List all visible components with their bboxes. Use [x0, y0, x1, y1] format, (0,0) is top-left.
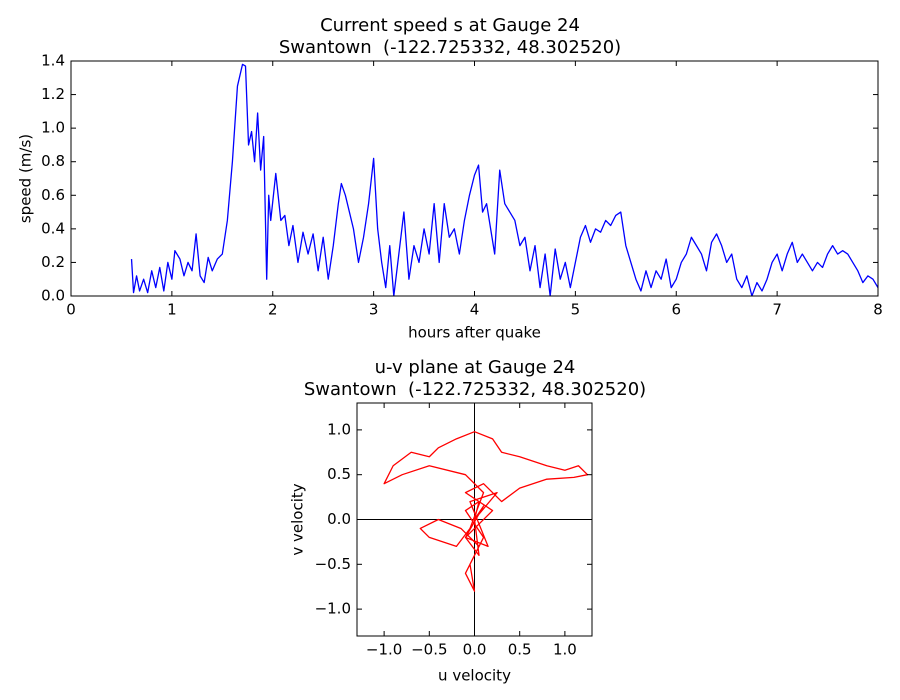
y-tick-label: 1.4	[41, 52, 65, 70]
chart-title: Current speed s at Gauge 24	[320, 15, 580, 36]
y-tick-label: 1.0	[327, 420, 351, 438]
chart-subtitle: Swantown (-122.725332, 48.302520)	[304, 379, 646, 400]
data-line	[383, 431, 589, 592]
y-tick-label: 0.6	[41, 186, 65, 204]
x-tick-label: 0.5	[508, 641, 532, 659]
y-tick-label: 0.4	[41, 219, 65, 237]
chart-title: u-v plane at Gauge 24	[375, 357, 576, 378]
x-tick-label: −1.0	[366, 641, 402, 659]
y-axis-label: speed (m/s)	[17, 134, 35, 223]
x-tick-label: 3	[369, 301, 379, 319]
x-axis-label: hours after quake	[408, 324, 541, 342]
y-tick-label: 0.8	[41, 152, 65, 170]
y-tick-label: 0.5	[327, 465, 351, 483]
y-tick-label: 0.0	[327, 510, 351, 528]
y-tick-label: −1.0	[315, 600, 351, 618]
x-tick-label: 6	[671, 301, 681, 319]
x-tick-label: 7	[772, 301, 782, 319]
data-line	[130, 63, 878, 296]
x-tick-label: 1.0	[553, 641, 577, 659]
x-tick-label: 0	[66, 301, 76, 319]
x-tick-label: 0.0	[463, 641, 487, 659]
axes-frame	[70, 60, 879, 297]
x-tick-label: 4	[470, 301, 480, 319]
x-tick-label: 2	[268, 301, 278, 319]
y-axis-label: v velocity	[289, 483, 307, 555]
y-tick-label: 1.0	[41, 119, 65, 137]
y-tick-label: 0.0	[41, 287, 65, 305]
x-tick-label: 8	[873, 301, 883, 319]
y-tick-label: 0.2	[41, 253, 65, 271]
chart-subtitle: Swantown (-122.725332, 48.302520)	[279, 37, 621, 58]
x-tick-label: 1	[167, 301, 177, 319]
x-axis-label: u velocity	[438, 667, 511, 685]
x-tick-label: 5	[571, 301, 581, 319]
y-tick-label: 1.2	[41, 85, 65, 103]
x-tick-label: −0.5	[411, 641, 447, 659]
y-tick-label: −0.5	[315, 555, 351, 573]
